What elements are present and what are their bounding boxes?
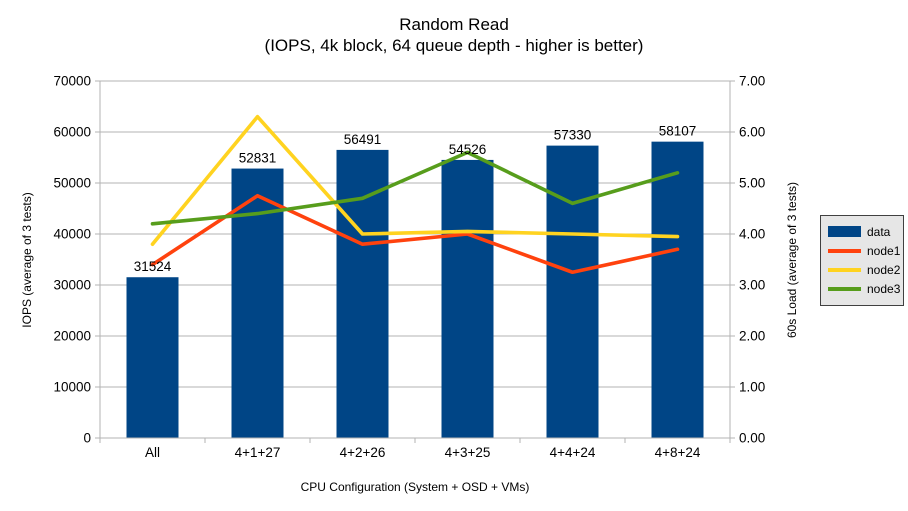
svg-text:All: All [145,445,160,460]
svg-text:56491: 56491 [344,132,382,147]
legend-item-data: data [828,222,903,241]
legend-item-node3: node3 [828,279,903,298]
y-axis-title: IOPS (average of 3 tests) [20,192,34,328]
svg-text:30000: 30000 [53,278,91,293]
bar-4+8+24 [651,141,704,438]
svg-text:20000: 20000 [53,329,91,344]
svg-text:2.00: 2.00 [739,329,765,344]
bar-4+2+26 [336,149,389,438]
svg-text:60000: 60000 [53,125,91,140]
svg-text:70000: 70000 [53,74,91,89]
svg-text:4.00: 4.00 [739,227,765,242]
svg-text:57330: 57330 [554,128,592,143]
svg-text:7.00: 7.00 [739,74,765,89]
svg-text:1.00: 1.00 [739,380,765,395]
svg-text:4+1+27: 4+1+27 [235,445,281,460]
x-axis-title: CPU Configuration (System + OSD + VMs) [300,480,530,494]
bar-All [126,277,179,438]
svg-text:0.00: 0.00 [739,431,765,446]
svg-text:4+2+26: 4+2+26 [340,445,386,460]
legend-swatch-node1 [828,248,861,253]
line-node1 [150,193,680,275]
legend-item-node2: node2 [828,260,903,279]
svg-text:40000: 40000 [53,227,91,242]
legend-label-node1: node1 [867,243,901,258]
svg-text:4+3+25: 4+3+25 [445,445,491,460]
svg-text:58107: 58107 [659,124,697,139]
chart-title-block: Random Read (IOPS, 4k block, 64 queue de… [0,14,908,56]
legend-swatch-node2 [828,267,861,272]
bar-4+3+25 [441,159,494,438]
svg-text:4+4+24: 4+4+24 [550,445,596,460]
legend: data node1 node2 node3 [820,215,904,306]
line-node2 [150,114,680,246]
legend-swatch-node3 [828,286,861,291]
svg-text:0: 0 [83,431,91,446]
chart-title: Random Read [399,15,509,34]
bar-4+4+24 [546,145,599,438]
svg-text:50000: 50000 [53,176,91,191]
svg-text:54526: 54526 [449,142,487,157]
legend-swatch-data [828,226,861,237]
legend-item-node1: node1 [828,241,903,260]
svg-text:10000: 10000 [53,380,91,395]
svg-text:4+8+24: 4+8+24 [655,445,701,460]
svg-text:5.00: 5.00 [739,176,765,191]
chart-subtitle: (IOPS, 4k block, 64 queue depth - higher… [264,36,644,55]
legend-label-data: data [867,224,891,239]
svg-text:31524: 31524 [134,259,172,274]
line-node3 [150,150,680,226]
y2-axis-title: 60s Load (average of 3 tests) [785,181,799,339]
svg-text:6.00: 6.00 [739,125,765,140]
svg-text:3.00: 3.00 [739,278,765,293]
svg-text:52831: 52831 [239,151,277,166]
legend-label-node3: node3 [867,281,901,296]
legend-label-node2: node2 [867,262,901,277]
